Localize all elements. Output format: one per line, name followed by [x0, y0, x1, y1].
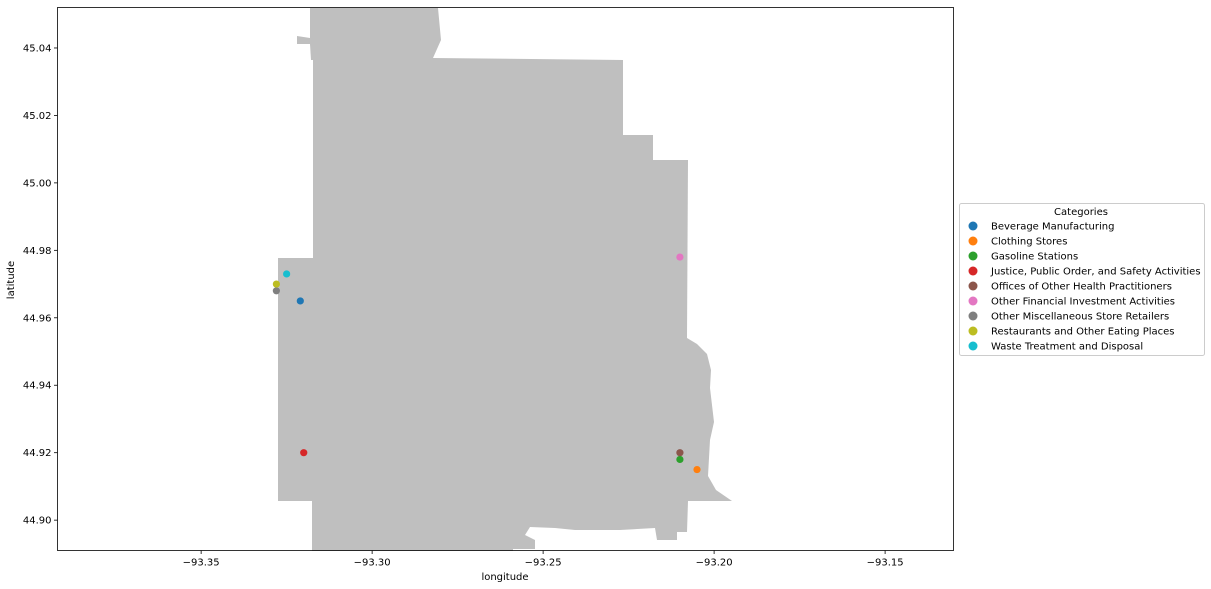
- x-tick-label: −93.35: [183, 558, 220, 569]
- y-tick-label: 45.02: [23, 111, 52, 122]
- x-tick-label: −93.30: [354, 558, 391, 569]
- legend-marker: [968, 266, 978, 276]
- legend-item-label: Waste Treatment and Disposal: [991, 342, 1143, 353]
- legend-item-label: Offices of Other Health Practitioners: [991, 282, 1172, 293]
- legend-item-label: Restaurants and Other Eating Places: [991, 327, 1175, 338]
- y-tick-label: 44.90: [23, 516, 52, 527]
- y-tick-label: 45.04: [23, 43, 52, 54]
- legend-item-label: Other Miscellaneous Store Retailers: [991, 312, 1169, 323]
- legend-title: Categories: [1054, 207, 1108, 218]
- legend-marker: [968, 281, 978, 291]
- legend-marker: [968, 341, 978, 351]
- y-tick-label: 45.00: [23, 178, 52, 189]
- data-point: [296, 297, 304, 305]
- data-point: [676, 455, 684, 464]
- y-tick-label: 44.94: [23, 381, 52, 392]
- data-point: [300, 449, 308, 457]
- map-region: [278, 8, 732, 551]
- x-tick-label: −93.25: [525, 558, 562, 569]
- legend-marker: [968, 311, 978, 321]
- data-point: [676, 253, 684, 261]
- plot-frame: [57, 7, 954, 551]
- data-point: [283, 270, 291, 278]
- y-tick-label: 44.96: [23, 313, 52, 324]
- x-axis-label: longitude: [481, 572, 528, 583]
- legend: Categories Beverage Manufacturing Clothin…: [959, 203, 1205, 356]
- x-tick-label: −93.20: [696, 558, 733, 569]
- legend-item-label: Gasoline Stations: [991, 252, 1078, 263]
- y-tick-label: 44.92: [23, 448, 52, 459]
- data-point: [676, 449, 684, 457]
- legend-item-label: Clothing Stores: [991, 237, 1067, 248]
- legend-marker: [968, 326, 978, 336]
- y-axis-label: latitude: [6, 261, 17, 299]
- legend-item-label: Beverage Manufacturing: [991, 222, 1114, 233]
- data-point: [272, 287, 280, 295]
- x-tick-label: −93.15: [867, 558, 904, 569]
- legend-box: [959, 203, 1205, 356]
- y-tick-label: 44.98: [23, 246, 52, 257]
- data-point: [272, 280, 280, 288]
- legend-marker: [968, 221, 978, 231]
- legend-item-label: Justice, Public Order, and Safety Activi…: [990, 267, 1201, 278]
- legend-item-label: Other Financial Investment Activities: [991, 297, 1175, 308]
- data-point: [693, 465, 701, 474]
- legend-marker: [968, 296, 978, 306]
- legend-marker: [968, 251, 978, 261]
- legend-marker: [968, 236, 978, 246]
